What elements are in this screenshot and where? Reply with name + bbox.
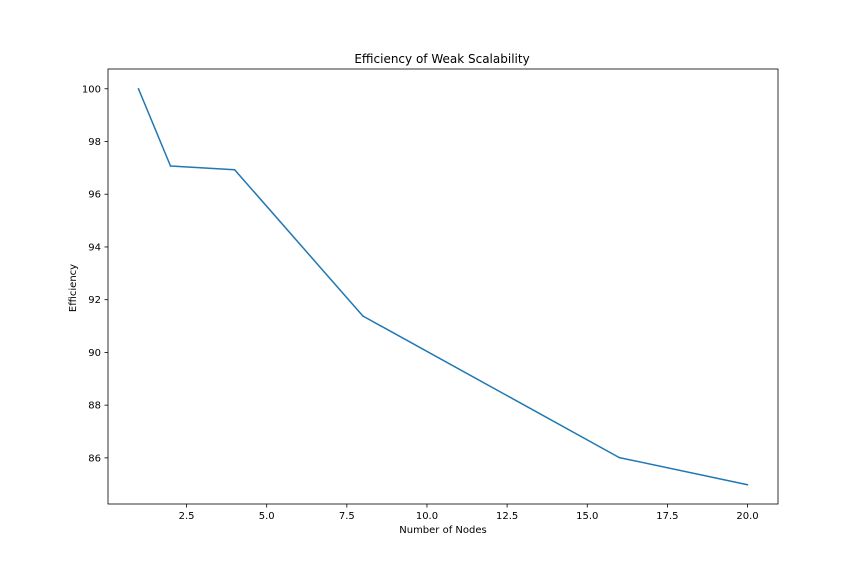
y-tick-label: 90 xyxy=(88,348,101,359)
x-tick-label: 10.0 xyxy=(416,511,438,522)
x-tick-label: 5.0 xyxy=(259,511,275,522)
data-point xyxy=(618,456,621,459)
y-tick-label: 94 xyxy=(88,242,101,253)
y-axis-ticks: 86 88 90 92 94 96 98 100 xyxy=(82,84,108,464)
data-point xyxy=(233,168,236,171)
x-axis-ticks: 2.5 5.0 7.5 10.0 12.5 15.0 17.5 20.0 xyxy=(179,504,759,522)
x-tick-label: 2.5 xyxy=(179,511,195,522)
y-tick-label: 86 xyxy=(88,453,101,464)
data-point xyxy=(362,315,364,317)
y-tick-label: 92 xyxy=(88,295,101,306)
x-axis-label: Number of Nodes xyxy=(399,525,486,536)
plot-area xyxy=(107,68,779,505)
y-tick-label: 96 xyxy=(88,190,101,201)
data-point xyxy=(169,165,172,167)
y-tick-label: 100 xyxy=(82,84,101,95)
x-tick-label: 7.5 xyxy=(339,511,355,522)
data-point xyxy=(746,483,749,486)
x-tick-label: 20.0 xyxy=(736,511,758,522)
series-layer xyxy=(137,87,749,486)
chart-title: Efficiency of Weak Scalability xyxy=(354,52,529,66)
y-tick-label: 88 xyxy=(88,401,101,412)
x-tick-label: 17.5 xyxy=(656,511,678,522)
y-axis-label: Efficiency xyxy=(68,264,79,312)
x-tick-label: 15.0 xyxy=(576,511,598,522)
efficiency-series-line xyxy=(137,88,748,486)
axes-frame xyxy=(107,68,779,505)
y-tick-label: 98 xyxy=(88,137,101,148)
data-point xyxy=(137,87,140,90)
x-tick-label: 12.5 xyxy=(496,511,518,522)
